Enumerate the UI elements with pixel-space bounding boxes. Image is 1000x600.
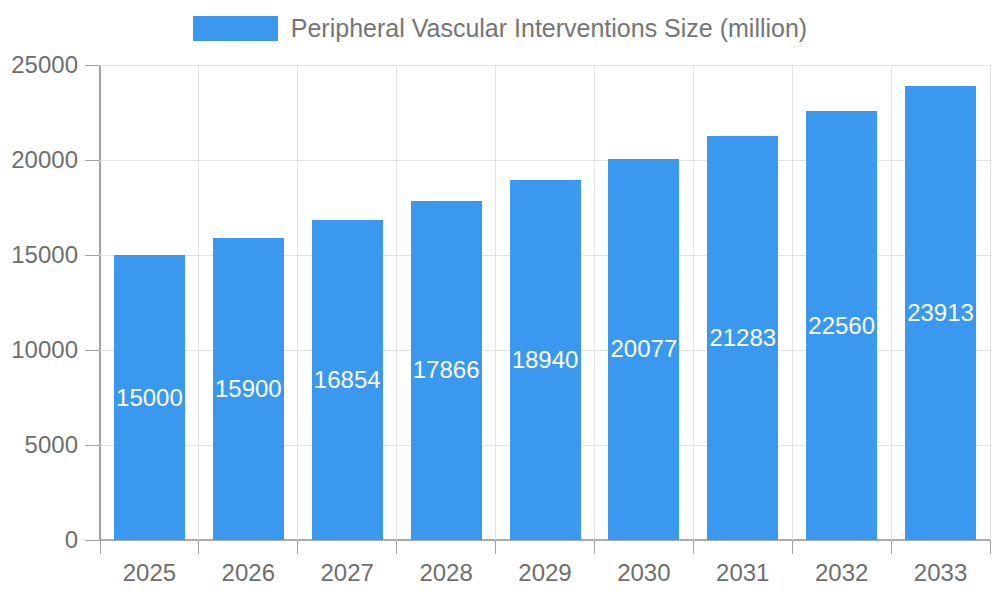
bar: 22560 [806,111,877,540]
x-axis-tick [396,540,397,554]
x-tick-label: 2026 [199,558,298,588]
y-axis-labels: 0500010000150002000025000 [0,65,80,540]
bar-value-label: 17866 [413,356,480,384]
v-gridline [198,65,199,540]
chart-container: Peripheral Vascular Interventions Size (… [0,0,1000,600]
y-tick-label: 25000 [0,51,78,79]
bar: 21283 [707,136,778,540]
x-tick-label: 2028 [397,558,496,588]
x-axis-tick [792,540,793,554]
x-tick-label: 2032 [792,558,891,588]
y-axis-tick [85,65,100,66]
plot-area: 15000 15900 16854 17866 18940 20077 21283 22560… [100,65,990,540]
bar-value-label: 15900 [215,375,282,403]
bar: 16854 [312,220,383,540]
x-tick-label: 2030 [594,558,693,588]
bar: 17866 [411,201,482,540]
bar: 15900 [213,238,284,540]
v-gridline [792,65,793,540]
x-axis-tick [100,540,101,554]
y-tick-label: 10000 [0,336,78,364]
x-axis-labels: 202520262027202820292030203120322033 [100,558,990,590]
bar-value-label: 23913 [907,299,974,327]
bar: 23913 [905,86,976,540]
y-axis-line [99,65,101,540]
v-gridline [495,65,496,540]
x-axis-tick [990,540,991,554]
legend-label[interactable]: Peripheral Vascular Interventions Size (… [291,14,807,43]
h-gridline [100,65,990,66]
bar-value-label: 18940 [512,346,579,374]
bar-value-label: 21283 [709,324,776,352]
v-gridline [594,65,595,540]
y-tick-label: 15000 [0,241,78,269]
y-axis-tick [85,445,100,446]
x-axis-tick [297,540,298,554]
legend: Peripheral Vascular Interventions Size (… [0,14,1000,43]
bar: 20077 [608,159,679,540]
x-tick-label: 2031 [693,558,792,588]
v-gridline [693,65,694,540]
x-tick-label: 2033 [891,558,990,588]
bar-value-label: 22560 [808,312,875,340]
bar-value-label: 20077 [611,335,678,363]
y-tick-label: 0 [0,526,78,554]
bar-value-label: 16854 [314,366,381,394]
v-gridline [891,65,892,540]
y-tick-label: 20000 [0,146,78,174]
legend-swatch[interactable] [193,16,278,41]
x-tick-label: 2025 [100,558,199,588]
bar: 15000 [114,255,185,540]
bar: 18940 [510,180,581,540]
y-axis-tick [85,255,100,256]
v-gridline [990,65,991,540]
x-axis-tick [891,540,892,554]
x-tick-label: 2029 [496,558,595,588]
x-tick-label: 2027 [298,558,397,588]
x-axis-tick [198,540,199,554]
y-axis-tick [85,160,100,161]
bar-value-label: 15000 [116,384,183,412]
y-axis-tick [85,350,100,351]
x-axis-tick [594,540,595,554]
y-tick-label: 5000 [0,431,78,459]
v-gridline [297,65,298,540]
x-axis-tick [693,540,694,554]
v-gridline [396,65,397,540]
x-axis-tick [495,540,496,554]
y-axis-tick [85,540,100,541]
